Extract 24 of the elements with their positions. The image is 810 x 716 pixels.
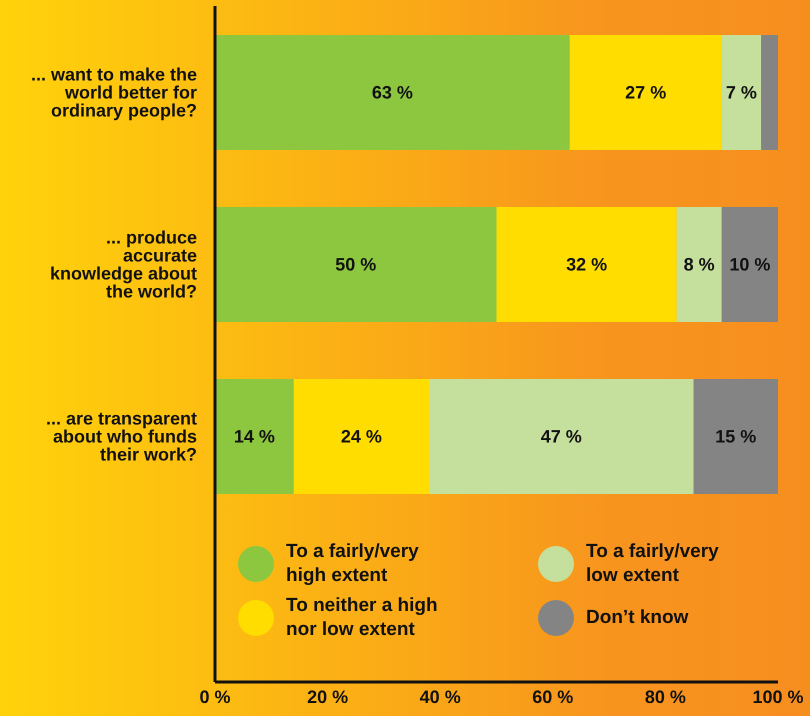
data-label: 14 % <box>234 426 275 446</box>
x-tick-label: 60 % <box>532 686 574 707</box>
data-label: 32 % <box>566 254 608 274</box>
x-tick-label: 20 % <box>307 686 348 707</box>
data-label: 27 % <box>625 82 666 102</box>
x-tick-label: 0 % <box>199 686 231 707</box>
y-tick-label: ... produce accurate knowledge about the world? <box>50 227 197 302</box>
x-tick-label: 40 % <box>420 686 461 707</box>
data-label: 63 % <box>372 82 413 102</box>
data-label: 50 % <box>335 254 376 274</box>
data-label: 7 % <box>726 82 757 102</box>
x-tick-label: 80 % <box>644 686 686 707</box>
data-label: 24 % <box>340 426 382 446</box>
y-tick-label: ... are transparent about who funds their work? <box>46 408 197 464</box>
data-label: 8 % <box>684 254 715 274</box>
data-label: 47 % <box>540 426 582 446</box>
data-label: 10 % <box>729 254 770 274</box>
legend-label: To a fairly/very high extent <box>286 540 420 588</box>
legend-label: To a fairly/very low extent <box>586 540 720 588</box>
x-tick-label: 100 % <box>752 686 804 707</box>
legend-label: To neither a high nor low extent <box>286 594 439 642</box>
data-label: 15 % <box>715 426 756 446</box>
legend-label: Don’t know <box>586 606 688 630</box>
y-tick-label: ... want to make the world better for ordinary people? <box>30 64 197 120</box>
